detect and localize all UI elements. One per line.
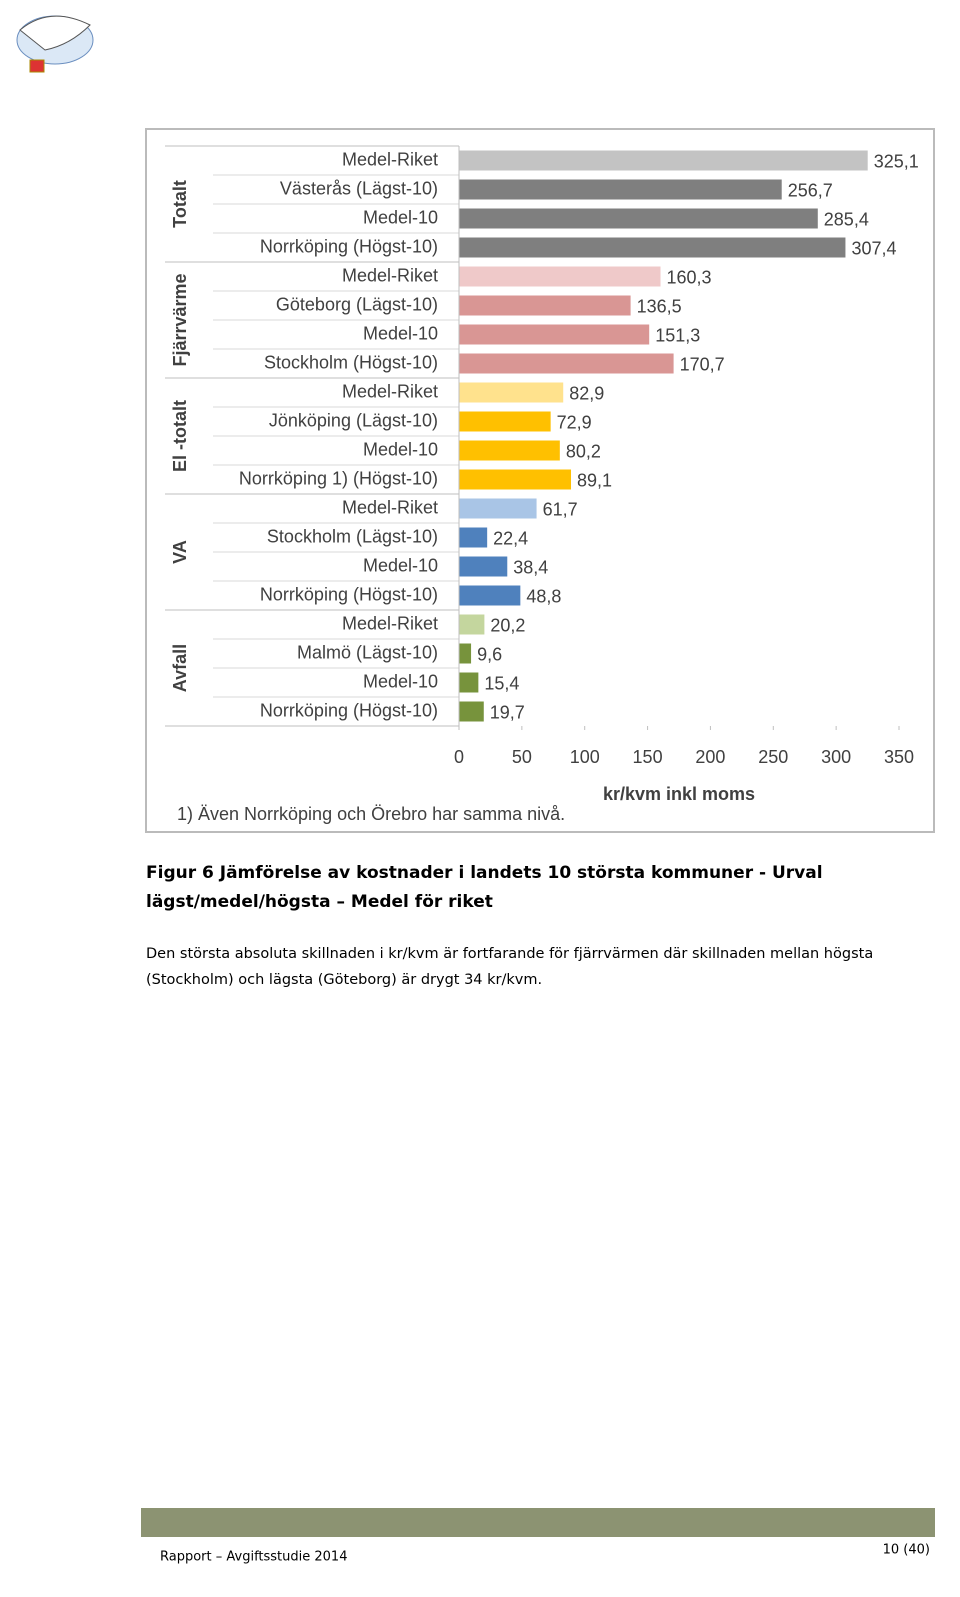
footer-text: Rapport – Avgiftsstudie 2014	[160, 1550, 347, 1565]
bar	[459, 208, 818, 229]
bar	[459, 382, 564, 403]
paragraph-line: (Stockholm) och lägsta (Göteborg) är dry…	[146, 972, 542, 988]
category-label: Medel-10	[363, 439, 438, 459]
bar	[459, 237, 846, 258]
value-label: 15,4	[484, 673, 519, 693]
bar	[459, 527, 488, 548]
x-tick-label: 0	[454, 747, 464, 767]
category-label: Västerås (Lägst-10)	[280, 178, 438, 198]
footer-bar	[141, 1508, 935, 1537]
caption-line: Figur 6 Jämförelse av kostnader i landet…	[146, 863, 823, 883]
bar	[459, 672, 479, 693]
category-label: Norrköping (Högst-10)	[260, 700, 438, 720]
value-label: 307,4	[851, 238, 896, 258]
bar	[459, 585, 521, 606]
bar	[459, 643, 472, 664]
value-label: 38,4	[513, 557, 548, 577]
category-label: Medel-Riket	[342, 149, 438, 169]
value-label: 325,1	[874, 151, 919, 171]
category-label: Norrköping (Högst-10)	[260, 236, 438, 256]
x-tick-label: 300	[821, 747, 851, 767]
group-label: El -totalt	[170, 400, 190, 472]
bar	[459, 701, 484, 722]
bar	[459, 179, 782, 200]
value-label: 9,6	[477, 644, 502, 664]
category-label: Medel-Riket	[342, 497, 438, 517]
bar	[459, 556, 508, 577]
value-label: 151,3	[655, 325, 700, 345]
category-label: Medel-Riket	[342, 381, 438, 401]
category-label: Medel-10	[363, 207, 438, 227]
category-label: Stockholm (Lägst-10)	[267, 526, 438, 546]
group-label: Totalt	[170, 180, 190, 228]
category-label: Medel-10	[363, 555, 438, 575]
x-tick-label: 350	[884, 747, 914, 767]
value-label: 22,4	[493, 528, 528, 548]
value-label: 256,7	[788, 180, 833, 200]
value-label: 82,9	[569, 383, 604, 403]
category-label: Medel-Riket	[342, 265, 438, 285]
x-tick-label: 200	[695, 747, 725, 767]
bar	[459, 498, 537, 519]
logo	[16, 15, 94, 73]
bar	[459, 614, 485, 635]
group-label: Avfall	[170, 644, 190, 692]
bar	[459, 411, 551, 432]
x-tick-label: 150	[633, 747, 663, 767]
bar	[459, 150, 868, 171]
paragraph-line: Den största absoluta skillnaden i kr/kvm…	[146, 946, 873, 962]
x-tick-label: 50	[512, 747, 532, 767]
value-label: 160,3	[667, 267, 712, 287]
value-label: 48,8	[526, 586, 561, 606]
caption-line: lägst/medel/högsta – Medel för riket	[146, 892, 493, 912]
category-label: Medel-Riket	[342, 613, 438, 633]
bar	[459, 469, 572, 490]
bar	[459, 440, 560, 461]
category-label: Jönköping (Lägst-10)	[269, 410, 438, 430]
footnote: 1) Även Norrköping och Örebro har samma …	[177, 804, 565, 824]
x-tick-label: 250	[758, 747, 788, 767]
group-label: Fjärrvärme	[170, 273, 190, 366]
category-label: Medel-10	[363, 671, 438, 691]
x-tick-label: 100	[570, 747, 600, 767]
value-label: 19,7	[490, 702, 525, 722]
page-number: 10 (40)	[883, 1543, 930, 1558]
group-label: VA	[170, 540, 190, 564]
bar	[459, 266, 661, 287]
value-label: 20,2	[490, 615, 525, 635]
x-axis-label: kr/kvm inkl moms	[603, 784, 755, 804]
value-label: 170,7	[680, 354, 725, 374]
value-label: 136,5	[637, 296, 682, 316]
value-label: 61,7	[543, 499, 578, 519]
category-label: Norrköping (Högst-10)	[260, 584, 438, 604]
value-label: 72,9	[557, 412, 592, 432]
bar	[459, 295, 631, 316]
value-label: 285,4	[824, 209, 869, 229]
bar	[459, 324, 650, 345]
chart: Totalt Medel-Riket 325,1 Västerås (Lägst-10…	[165, 145, 919, 767]
value-label: 89,1	[577, 470, 612, 490]
category-label: Göteborg (Lägst-10)	[276, 294, 438, 314]
category-label: Malmö (Lägst-10)	[297, 642, 438, 662]
bar	[459, 353, 674, 374]
category-label: Medel-10	[363, 323, 438, 343]
category-label: Stockholm (Högst-10)	[264, 352, 438, 372]
category-label: Norrköping 1) (Högst-10)	[239, 468, 438, 488]
value-label: 80,2	[566, 441, 601, 461]
